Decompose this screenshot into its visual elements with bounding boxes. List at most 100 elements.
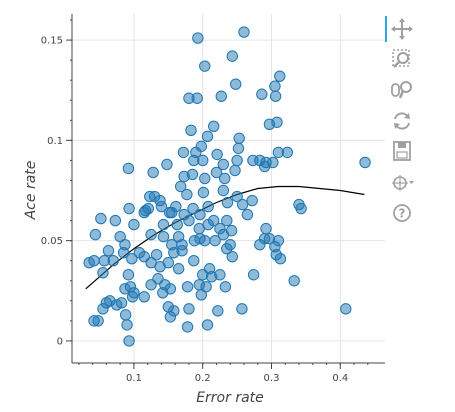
data-point xyxy=(233,132,245,145)
data-point xyxy=(107,255,119,267)
data-point xyxy=(221,214,233,227)
data-point xyxy=(221,242,233,255)
data-point xyxy=(122,269,135,281)
save-tool-button[interactable] xyxy=(389,138,415,164)
y-tick-label: 0.15 xyxy=(41,36,63,47)
data-point xyxy=(214,269,226,281)
data-point xyxy=(183,303,195,315)
data-point xyxy=(236,198,249,211)
data-point xyxy=(288,275,300,287)
pan-icon xyxy=(391,18,413,40)
data-point xyxy=(295,202,307,215)
data-point xyxy=(162,257,175,269)
data-point xyxy=(197,154,209,167)
data-point xyxy=(157,287,169,299)
data-point xyxy=(236,303,248,315)
data-point xyxy=(109,214,122,227)
data-point xyxy=(199,172,211,185)
reset-tool-button[interactable] xyxy=(389,108,415,134)
x-tick-label: 0.2 xyxy=(195,373,211,384)
data-point xyxy=(217,158,230,171)
reset-icon xyxy=(394,112,410,130)
data-point xyxy=(241,208,254,221)
data-point xyxy=(229,164,241,177)
data-point xyxy=(172,263,185,275)
data-point xyxy=(138,206,150,219)
svg-text:?: ? xyxy=(399,207,406,221)
data-point xyxy=(197,186,210,199)
y-tick-label: 0.05 xyxy=(41,236,63,247)
data-point xyxy=(188,255,200,267)
data-point xyxy=(192,32,204,44)
wheel-zoom-icon xyxy=(391,81,412,99)
data-point xyxy=(232,142,245,155)
help-tool-button[interactable]: ? xyxy=(389,200,415,226)
data-point xyxy=(269,90,282,102)
data-point xyxy=(161,158,173,171)
data-point xyxy=(269,80,281,92)
data-point xyxy=(185,124,197,137)
data-point xyxy=(260,222,272,235)
data-point xyxy=(274,70,286,82)
data-point xyxy=(274,253,287,265)
data-point xyxy=(95,212,107,225)
data-point xyxy=(174,180,187,193)
data-point xyxy=(209,234,221,247)
data-point xyxy=(215,90,227,102)
data-point xyxy=(231,190,243,203)
axes: 0.1 0.2 0.3 0.4 0 0.05 0.1 0.15 xyxy=(41,14,385,384)
data-point xyxy=(177,146,190,159)
data-point xyxy=(97,303,109,315)
plot-toolbar: ? xyxy=(385,14,419,254)
data-point xyxy=(97,267,109,279)
data-point xyxy=(226,250,238,263)
data-point xyxy=(201,130,214,143)
y-axis-title: Ace rate xyxy=(23,161,39,221)
data-point xyxy=(138,291,150,303)
data-point xyxy=(226,50,238,62)
data-point xyxy=(171,218,183,231)
data-point xyxy=(128,218,140,231)
data-point xyxy=(208,214,220,227)
data-point xyxy=(157,218,170,231)
data-point xyxy=(210,166,223,179)
data-point xyxy=(217,228,230,241)
data-point xyxy=(199,60,211,72)
data-point xyxy=(219,172,231,185)
data-point xyxy=(246,194,258,207)
x-axis-title: Error rate xyxy=(196,390,264,406)
data-point xyxy=(123,202,135,215)
data-point xyxy=(126,253,138,265)
data-point xyxy=(181,188,193,201)
data-point xyxy=(191,92,203,104)
y-tick-label: 0 xyxy=(57,336,63,347)
data-point xyxy=(188,234,201,247)
data-point xyxy=(359,156,371,169)
hover-icon xyxy=(392,175,414,191)
data-point xyxy=(102,244,115,257)
data-point xyxy=(181,321,194,333)
wheel-zoom-tool-button[interactable] xyxy=(389,76,415,102)
data-point xyxy=(263,118,276,131)
data-point xyxy=(123,335,135,347)
trend-line-group xyxy=(85,185,365,290)
data-point xyxy=(230,78,242,90)
data-point xyxy=(258,160,271,173)
data-point xyxy=(121,319,133,331)
hover-tool-button[interactable] xyxy=(389,170,415,196)
data-point xyxy=(202,200,214,213)
data-point xyxy=(147,166,159,179)
data-point xyxy=(122,162,135,175)
box-zoom-tool-button[interactable] xyxy=(389,46,415,72)
data-point xyxy=(89,228,102,241)
x-tick-label: 0.4 xyxy=(332,373,348,384)
y-tick-label: 0.1 xyxy=(47,136,63,147)
data-point xyxy=(145,228,157,241)
data-point xyxy=(281,146,294,159)
data-point xyxy=(119,309,132,321)
data-point xyxy=(178,170,190,183)
pan-tool-button[interactable] xyxy=(389,16,415,42)
data-point xyxy=(195,289,208,301)
data-point xyxy=(166,206,178,219)
